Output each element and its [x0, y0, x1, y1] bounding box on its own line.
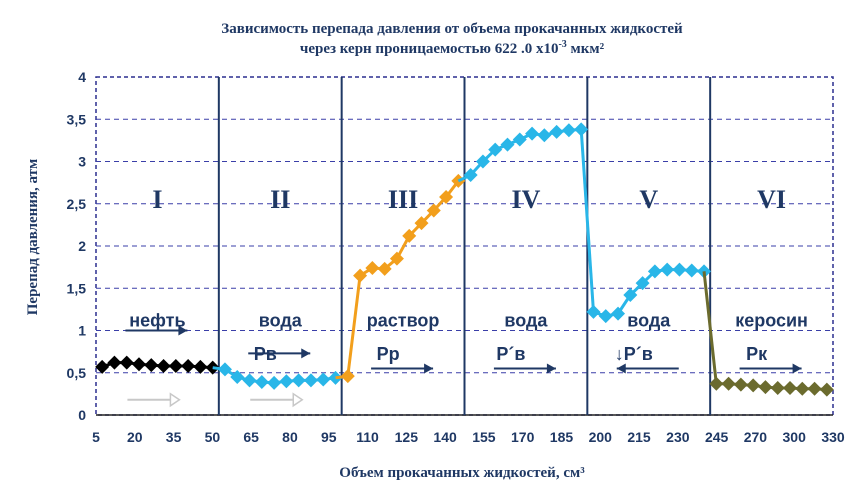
x-tick-label: 300: [783, 429, 807, 445]
y-tick-label: 1: [78, 323, 86, 339]
chart-title-line-2: через керн проницаемостью 622 .0 x10-3 м…: [300, 39, 605, 57]
y-tick-label: 3: [78, 154, 86, 170]
x-tick-label: 200: [589, 429, 613, 445]
x-tick-label: 140: [433, 429, 457, 445]
x-tick-label: 110: [356, 429, 379, 445]
stage-fluid-label: керосин: [735, 310, 808, 330]
chart-title-line-1: Зависимость перепада давления от объема …: [221, 21, 683, 37]
x-tick-label: 65: [243, 429, 259, 445]
x-tick-label: 125: [395, 429, 419, 445]
x-tick-label: 270: [744, 429, 768, 445]
y-tick-label: 3,5: [67, 111, 87, 127]
y-tick-label: 4: [78, 69, 86, 85]
x-tick-label: 95: [321, 429, 337, 445]
stage-fluid-label: нефть: [129, 310, 185, 330]
stage-roman-numeral: III: [388, 185, 418, 214]
stage-pressure-label: Рр: [377, 344, 400, 364]
stage-pressure-label: ↓Р´в: [615, 344, 653, 364]
y-tick-label: 2,5: [67, 196, 87, 212]
x-tick-label: 50: [205, 429, 221, 445]
stage-fluid-label: раствор: [367, 310, 440, 330]
stage-roman-numeral: V: [639, 185, 658, 214]
y-tick-label: 0: [78, 407, 86, 423]
stage-fluid-label: вода: [259, 310, 303, 330]
x-tick-label: 230: [666, 429, 690, 445]
stage-roman-numeral: I: [152, 185, 162, 214]
stage-roman-numeral: IV: [511, 185, 540, 214]
x-axis-ticks: 5 20 35 50 65 80 95 110 125 140 155 170 185 200 215 230…: [92, 429, 845, 445]
x-tick-label: 80: [282, 429, 298, 445]
x-tick-label: 20: [127, 429, 143, 445]
y-axis-title: Перепад давления, атм: [25, 159, 41, 315]
stage-fluid-label: вода: [627, 310, 671, 330]
x-tick-label: 155: [472, 429, 496, 445]
stage-pressure-label: Р´в: [496, 344, 525, 364]
stage-roman-numeral: II: [270, 185, 290, 214]
stage-roman-numeral: VI: [757, 185, 786, 214]
x-tick-label: 215: [627, 429, 651, 445]
y-tick-label: 0,5: [67, 365, 87, 381]
y-axis-ticks: 0 0,5 1 1,5 2 2,5 3 3,5 4: [67, 69, 87, 423]
x-tick-label: 185: [550, 429, 574, 445]
stage-fluid-label: вода: [504, 310, 548, 330]
stage-pressure-label: Рк: [746, 344, 768, 364]
x-tick-label: 330: [821, 429, 845, 445]
x-tick-label: 170: [511, 429, 535, 445]
x-tick-label: 245: [705, 429, 729, 445]
x-tick-label: 35: [166, 429, 182, 445]
y-tick-label: 1,5: [67, 280, 87, 296]
y-tick-label: 2: [78, 238, 86, 254]
x-axis-title: Объем прокачанных жидкостей, см³: [339, 465, 585, 481]
x-tick-label: 5: [92, 429, 100, 445]
